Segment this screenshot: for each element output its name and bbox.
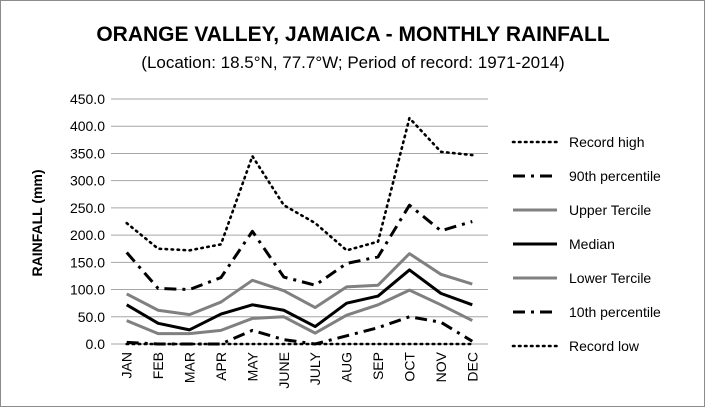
x-tick-label: MAR xyxy=(182,352,198,383)
x-tick-label: JULY xyxy=(307,351,323,385)
x-tick-label: APR xyxy=(213,352,229,381)
y-tick-label: 50.0 xyxy=(78,309,105,325)
x-tick-label: OCT xyxy=(401,352,417,382)
legend-label-median: Median xyxy=(569,236,615,252)
x-tick-label: AUG xyxy=(339,352,355,382)
x-tick-label: NOV xyxy=(433,351,449,382)
chart-subtitle: (Location: 18.5°N, 77.7°W; Period of rec… xyxy=(141,53,564,72)
series-line-median xyxy=(125,268,473,332)
legend-label-10th-percentile: 10th percentile xyxy=(569,304,661,320)
series-line-upper-tercile xyxy=(126,252,473,317)
y-tick-label: 0.0 xyxy=(86,336,106,352)
y-tick-label: 250.0 xyxy=(70,200,105,216)
y-tick-label: 300.0 xyxy=(70,173,105,189)
x-tick-label: DEC xyxy=(464,352,480,382)
legend-label-record-high: Record high xyxy=(569,134,645,150)
legend-label-90th-percentile: 90th percentile xyxy=(569,168,661,184)
y-tick-label: 450.0 xyxy=(70,91,105,107)
x-tick-label: MAY xyxy=(244,351,260,381)
y-tick-label: 150.0 xyxy=(70,254,105,270)
x-tick-label: JAN xyxy=(119,352,135,378)
legend-label-record-low: Record low xyxy=(569,338,640,354)
y-tick-label: 400.0 xyxy=(70,118,105,134)
x-tick-labels: JAN FEB MAR APR MAY JUNE JULY AUG SEP OCT NOV DEC xyxy=(119,351,481,388)
chart-title: ORANGE VALLEY, JAMAICA - MONTHLY RAINFAL… xyxy=(96,23,610,46)
legend: Record high 90th percentile Upper Tercile M… xyxy=(511,134,661,354)
series-line-10th-percentile xyxy=(126,315,474,346)
x-tick-label: JUNE xyxy=(276,352,292,389)
series-lines xyxy=(125,116,474,346)
legend-label-lower-tercile: Lower Tercile xyxy=(569,270,651,286)
y-tick-label: 100.0 xyxy=(70,282,105,298)
y-axis-label: RAINFALL (mm) xyxy=(29,169,45,276)
series-line-record-high xyxy=(125,116,474,252)
x-tick-label: SEP xyxy=(370,352,386,380)
series-line-lower-tercile xyxy=(126,288,473,336)
legend-label-upper-tercile: Upper Tercile xyxy=(569,202,651,218)
x-tick-label: FEB xyxy=(150,352,166,379)
y-tick-label: 350.0 xyxy=(70,145,105,161)
series-line-90th-percentile xyxy=(125,203,473,292)
y-tick-label: 200.0 xyxy=(70,227,105,243)
y-tick-labels: 0.0 50.0 100.0 150.0 200.0 250.0 300.0 350.0 400… xyxy=(70,91,105,352)
